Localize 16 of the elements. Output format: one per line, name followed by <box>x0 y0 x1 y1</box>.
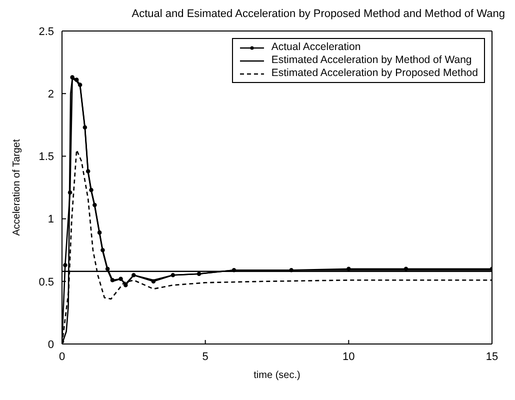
x-tick-label: 10 <box>342 350 355 363</box>
y-tick-label: 1.5 <box>38 151 54 164</box>
x-tick-label: 5 <box>202 350 208 363</box>
y-tick-label: 1 <box>48 214 54 226</box>
x-axis-title: time (sec.) <box>254 370 300 381</box>
y-tick-label: 2.5 <box>38 26 54 38</box>
y-tick-label: 0.5 <box>38 276 54 288</box>
y-axis-title: Acceleration of Target <box>12 139 23 236</box>
legend-label: Estimated Acceleration by Proposed Method <box>271 67 478 80</box>
chart-title: Actual and Esimated Acceleration by Proposed Method and Method of Wang <box>130 8 506 22</box>
y-tick-label: 0 <box>48 338 54 351</box>
x-tick-label: 0 <box>58 350 66 363</box>
x-tick-label: 15 <box>486 350 498 363</box>
y-tick-label: 2 <box>48 88 54 101</box>
legend-label: Actual Acceleration <box>271 41 361 54</box>
legend-label: Estimated Acceleration by Method of Wang <box>271 54 472 67</box>
